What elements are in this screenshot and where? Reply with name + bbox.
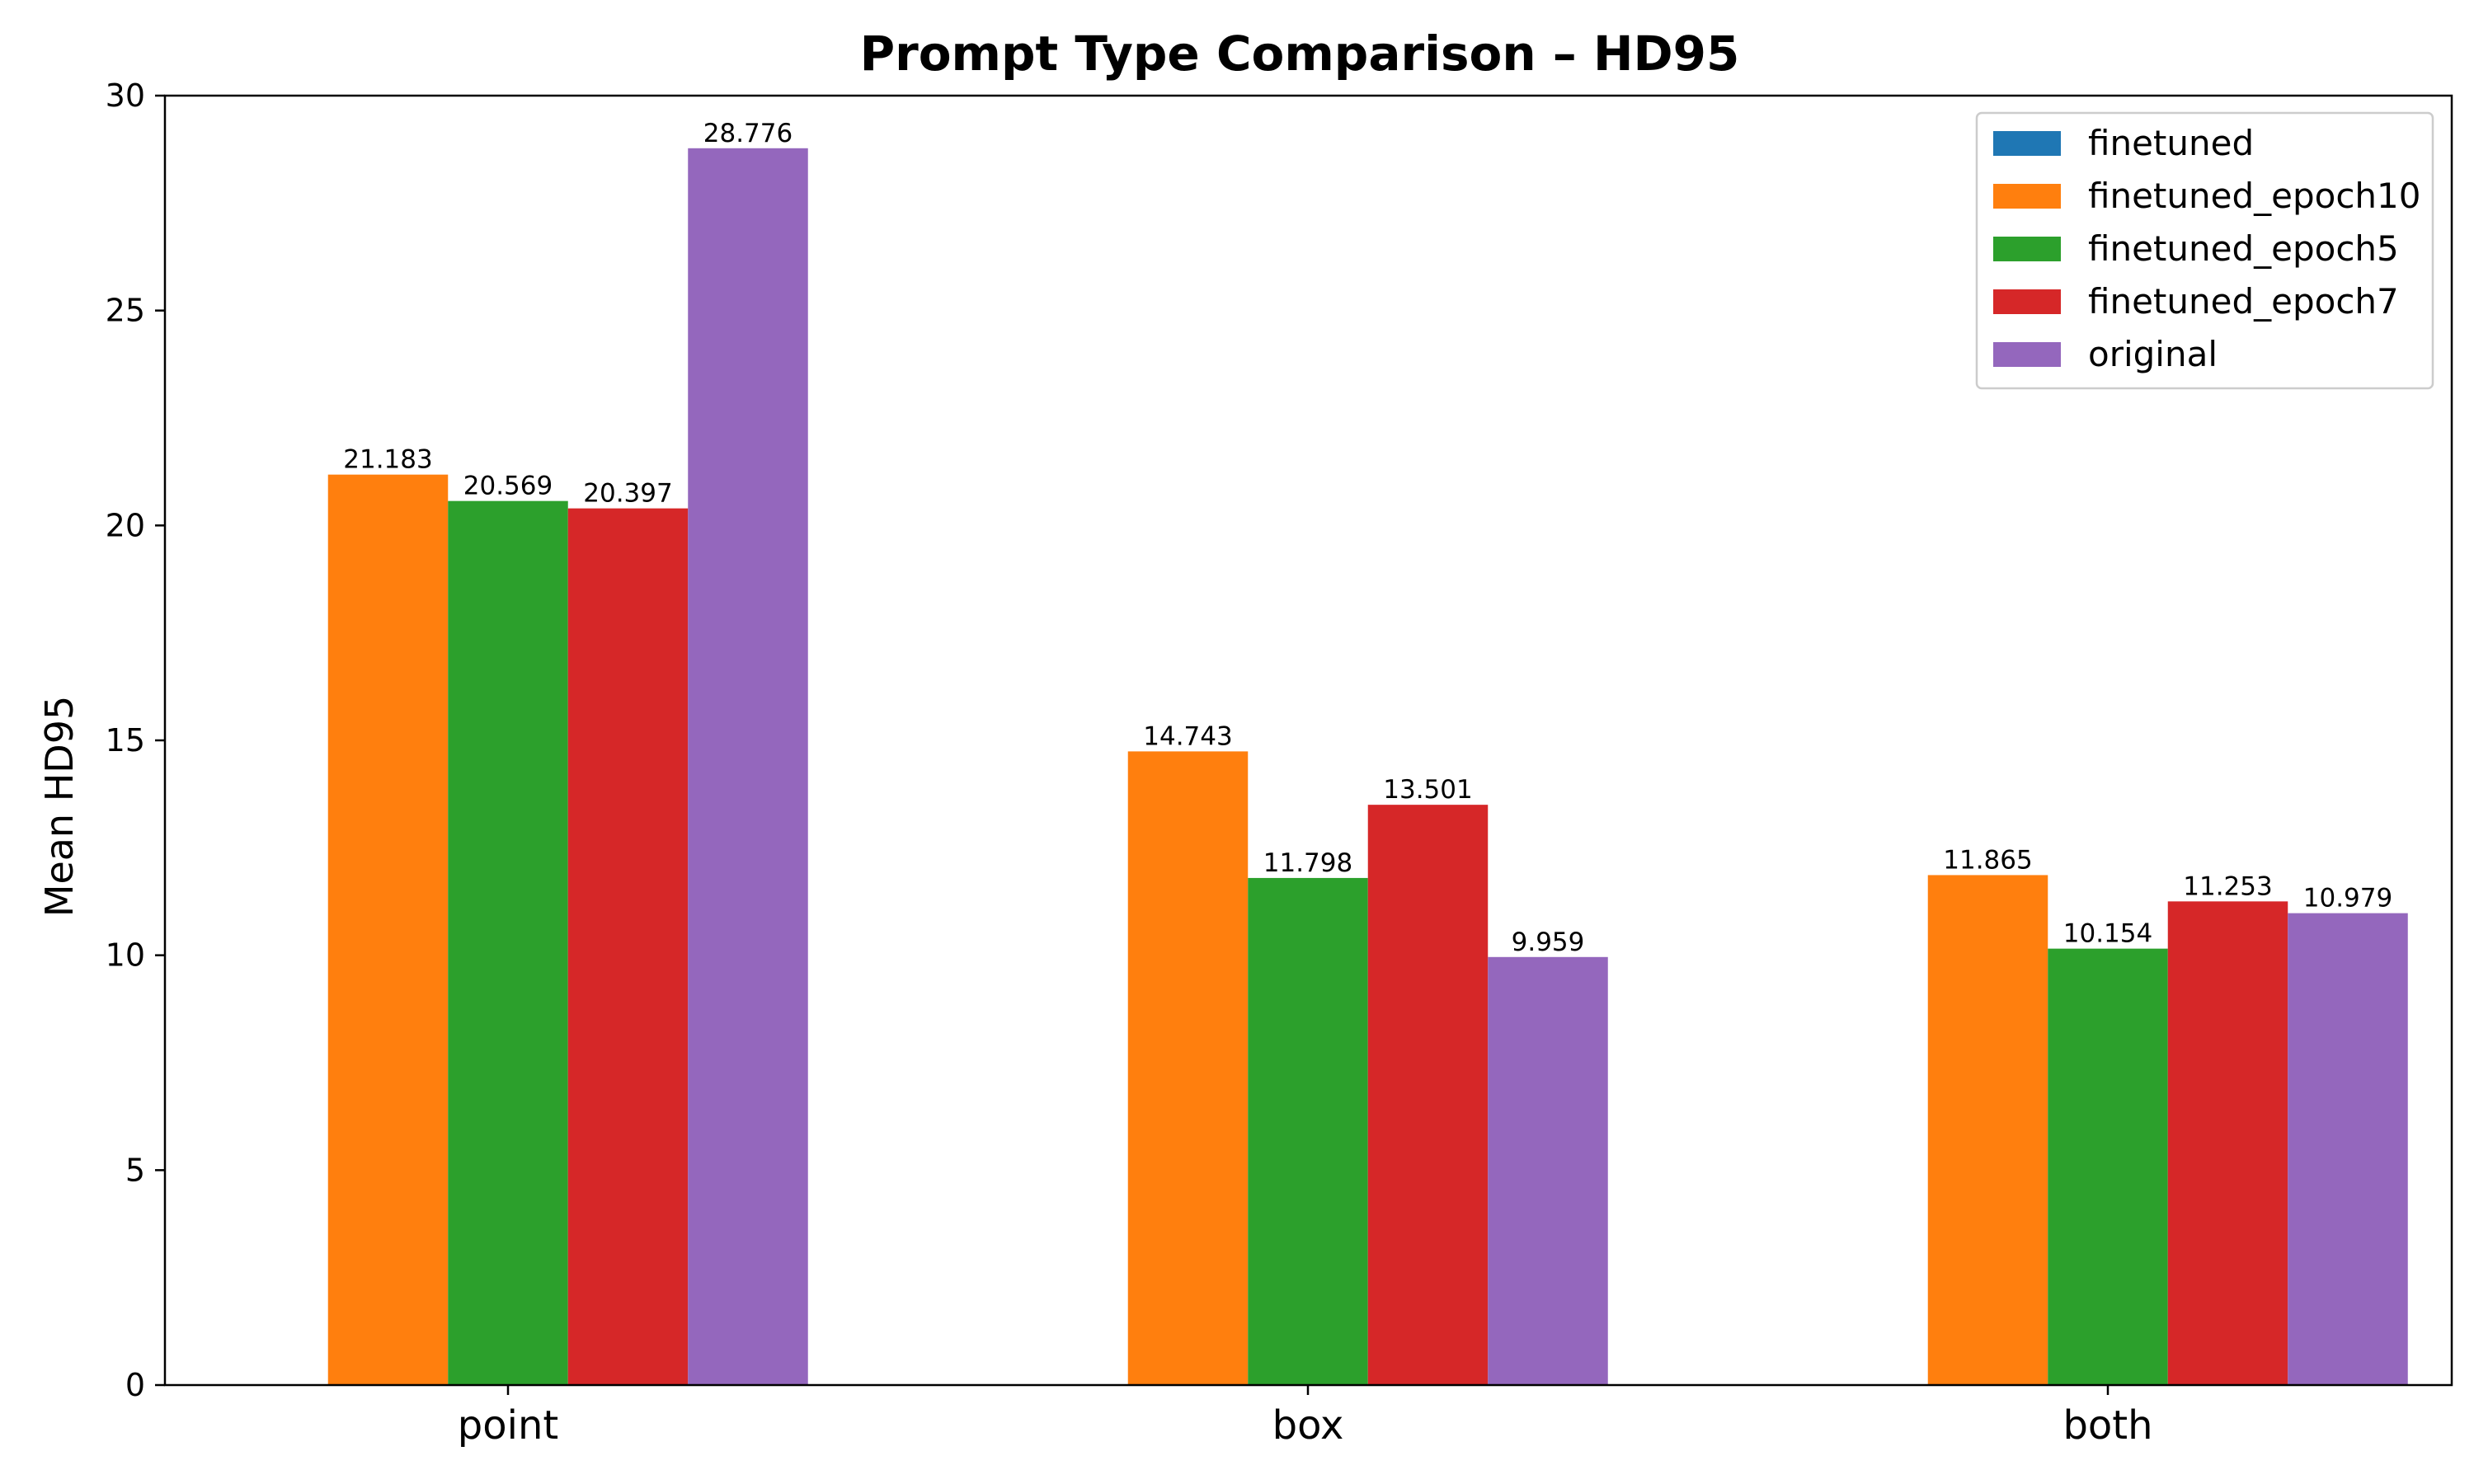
data-label-finetuned_epoch5-box: 11.798 (1263, 848, 1352, 878)
bar-finetuned_epoch5-both (2048, 948, 2168, 1385)
y-axis: 0 5 10 15 20 25 30 (106, 77, 165, 1403)
bar-finetuned_epoch5-point (448, 500, 568, 1386)
data-label-original-box: 9.959 (1512, 928, 1585, 957)
data-label-finetuned_epoch7-box: 13.501 (1383, 775, 1472, 805)
x-tick-label-both: both (2062, 1402, 2152, 1449)
bar-original-both (2288, 913, 2408, 1385)
bar-finetuned_epoch10-point (327, 474, 449, 1385)
y-axis-label: Mean HD95 (37, 696, 82, 918)
bar-finetuned_epoch10-box (1127, 751, 1249, 1385)
data-labels-layer: 21.183 20.569 20.397 28.776 14.743 11.798 13.5… (343, 119, 2392, 957)
data-label-finetuned_epoch10-box: 14.743 (1143, 721, 1232, 751)
y-tick-label-5: 5 (125, 1152, 145, 1188)
y-tick-label-25: 25 (106, 293, 145, 329)
data-label-original-point: 28.776 (703, 119, 793, 148)
legend-label-finetuned_epoch10: finetuned_epoch10 (2088, 176, 2420, 216)
data-label-finetuned_epoch10-both: 11.865 (1943, 845, 2032, 875)
bar-finetuned_epoch7-box (1367, 805, 1489, 1385)
y-tick-label-15: 15 (106, 722, 145, 758)
legend-swatch-finetuned_epoch10 (1993, 184, 2061, 209)
y-tick-label-10: 10 (106, 937, 145, 974)
y-tick-label-30: 30 (106, 77, 145, 114)
legend-label-finetuned: finetuned (2088, 123, 2254, 163)
legend-box (1975, 111, 2434, 390)
bar-finetuned_epoch10-both (1927, 875, 2048, 1385)
legend-label-finetuned_epoch5: finetuned_epoch5 (2088, 228, 2399, 269)
x-tick-label-point: point (458, 1402, 558, 1449)
y-tick-label-0: 0 (125, 1367, 145, 1403)
legend-label-original: original (2088, 334, 2218, 374)
legend-swatch-original (1993, 342, 2061, 367)
legend: finetuned finetuned_epoch10 finetuned_epoc… (1975, 111, 2434, 390)
x-tick-label-box: box (1272, 1402, 1344, 1449)
data-label-finetuned_epoch5-point: 20.569 (463, 472, 553, 501)
data-label-finetuned_epoch7-both: 11.253 (2183, 871, 2272, 901)
data-label-finetuned_epoch10-point: 21.183 (343, 445, 432, 475)
bar-finetuned_epoch7-both (2167, 901, 2288, 1385)
data-label-finetuned_epoch5-both: 10.154 (2063, 919, 2152, 949)
legend-swatch-finetuned_epoch7 (1993, 289, 2061, 314)
bars-layer (327, 148, 2408, 1386)
bar-original-point (688, 148, 808, 1386)
bar-finetuned_epoch5-box (1248, 877, 1368, 1385)
data-label-original-both: 10.979 (2303, 884, 2392, 913)
bar-original-box (1488, 956, 1608, 1385)
data-label-finetuned_epoch7-point: 20.397 (583, 479, 672, 509)
legend-label-finetuned_epoch7: finetuned_epoch7 (2088, 281, 2399, 322)
legend-swatch-finetuned (1993, 131, 2061, 156)
x-axis: point box both (458, 1385, 2153, 1449)
y-tick-label-20: 20 (106, 507, 145, 543)
legend-swatch-finetuned_epoch5 (1993, 237, 2061, 261)
chart-title: Prompt Type Comparison – HD95 (860, 26, 1740, 82)
bar-finetuned_epoch7-point (567, 508, 689, 1385)
